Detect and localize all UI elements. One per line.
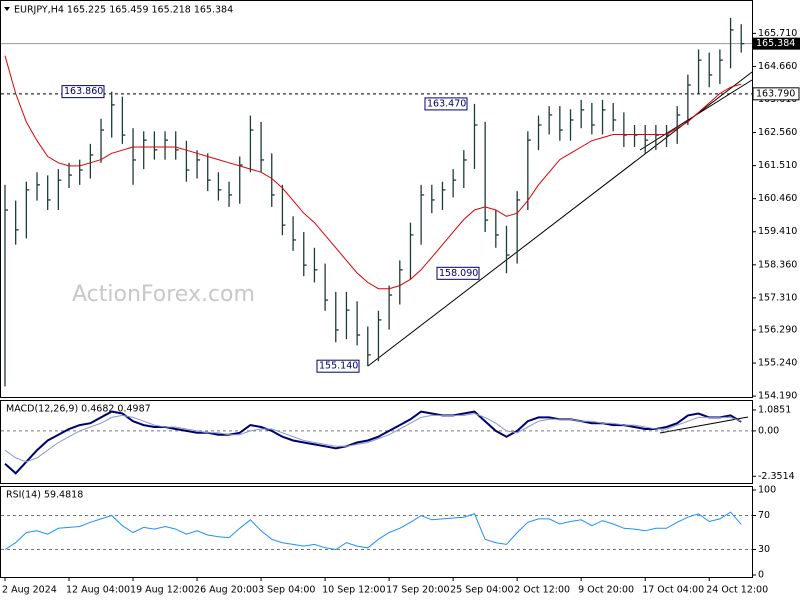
y-tick-label: 158.360 (758, 259, 797, 270)
y-tick-label: 156.290 (758, 324, 797, 335)
x-tick-label: 12 Aug 04:00 (66, 585, 130, 596)
menu-icon (4, 7, 10, 11)
last-price-box (753, 37, 800, 50)
series-line (4, 55, 742, 290)
x-tick-label: 25 Sep 04:00 (450, 585, 513, 596)
series-line (4, 412, 742, 463)
watermark: ActionForex.com (72, 282, 255, 307)
y-tick-label: 164.660 (758, 61, 797, 72)
y-tick-label: 161.510 (758, 160, 797, 171)
x-tick-label: 3 Sep 04:00 (258, 585, 315, 596)
last-price-label: 165.384 (756, 38, 795, 49)
level-label-box (752, 87, 800, 101)
x-tick-label: 17 Sep 20:00 (386, 585, 449, 596)
y-tick-label: 155.240 (758, 358, 797, 369)
annotation-box (424, 97, 468, 111)
y-tick-label: 160.460 (758, 193, 797, 204)
x-tick-label: 2 Aug 2024 (2, 585, 57, 596)
annotation-box (61, 85, 105, 99)
y-tick-label: 0 (758, 570, 764, 581)
y-tick-label: 70 (758, 510, 770, 521)
y-tick-label: 162.560 (758, 127, 797, 138)
annotation-label: 163.860 (64, 86, 103, 97)
x-tick-label: 2 Oct 12:00 (514, 585, 570, 596)
y-tick-label: 0.00 (758, 425, 779, 436)
x-tick-label: 17 Oct 04:00 (642, 585, 704, 596)
y-tick-label: 159.410 (758, 226, 797, 237)
macd-title: MACD(12,26,9) 0.4682 0.4987 (6, 404, 151, 415)
macd-trend-line (659, 416, 749, 434)
y-tick-label: 157.310 (758, 292, 797, 303)
y-tick-label: 100 (758, 485, 776, 496)
y-tick-label: 1.0851 (758, 404, 791, 415)
macd-panel (0, 400, 753, 484)
x-tick-label: 10 Sep 12:00 (322, 585, 385, 596)
level-label: 163.790 (756, 88, 795, 99)
annotation-label: 158.090 (439, 268, 478, 279)
x-tick-label: 24 Oct 12:00 (706, 585, 768, 596)
x-tick-label: 19 Aug 12:00 (130, 585, 194, 596)
y-tick-label: 165.710 (758, 28, 797, 39)
series-line (4, 511, 742, 551)
y-tick-label: 154.190 (758, 391, 797, 402)
y-tick-label: 30 (758, 544, 770, 555)
annotation-box (436, 266, 480, 280)
y-tick-label: -2.3514 (758, 471, 795, 482)
x-tick-label: 9 Oct 20:00 (578, 585, 634, 596)
x-tick-label: 26 Aug 20:00 (194, 585, 258, 596)
series-line (4, 410, 742, 475)
rsi-panel (0, 486, 753, 578)
annotation-label: 163.470 (427, 98, 466, 109)
rsi-title: RSI(14) 59.4818 (6, 490, 83, 501)
annotation-box (316, 359, 360, 373)
chart-title: EURJPY,H4 165.225 165.459 165.218 165.38… (14, 5, 233, 16)
annotation-label: 155.140 (319, 361, 358, 372)
